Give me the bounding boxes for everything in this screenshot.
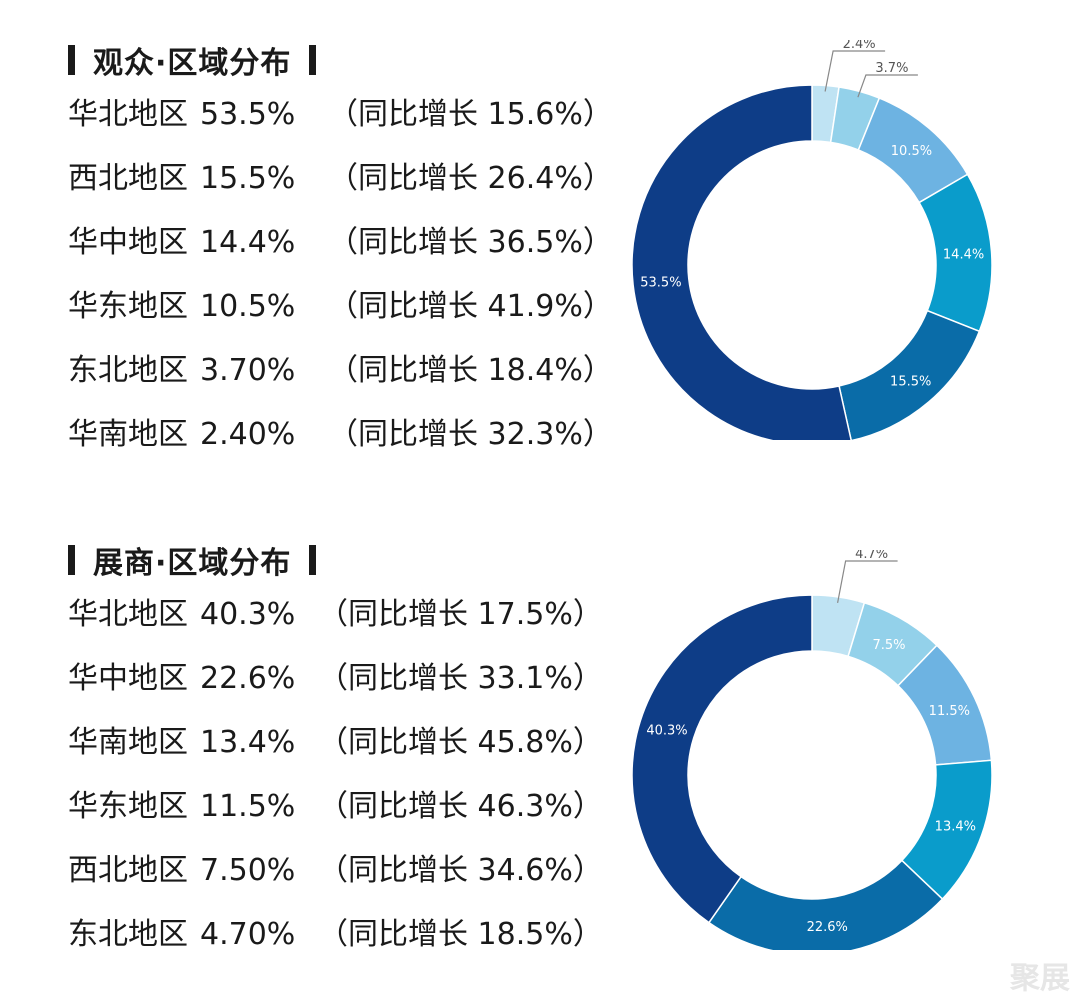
region-share: 11.5% (200, 789, 296, 824)
slice-label: 40.3% (646, 723, 687, 738)
donut-slice (631, 84, 852, 440)
leader-line (837, 560, 898, 604)
region-row: 华北地区 53.5% （同比增长 15.6%） (68, 100, 613, 164)
exhibitor-region-list: 华北地区 40.3% （同比增长 17.5%） 华中地区 22.6% （同比增长 33.1… (68, 600, 603, 984)
region-name: 华北地区 (68, 97, 188, 132)
region-name: 华南地区 (68, 417, 188, 452)
watermark-logo: 聚展 (1010, 961, 1070, 996)
slice-label: 7.5% (872, 638, 905, 653)
audience-region-list: 华北地区 53.5% （同比增长 15.6%） 西北地区 15.5% （同比增长 26.4… (68, 100, 613, 484)
audience-donut-chart: 2.4% 3.7% 10.5% 14.4% 15.5% 53.5% (620, 40, 1010, 440)
leader-line (857, 74, 918, 98)
region-share: 3.70% (200, 353, 296, 388)
region-share: 7.50% (200, 853, 296, 888)
region-row: 东北地区 4.70% （同比增长 18.5%） (68, 920, 603, 984)
heading-bar-right (309, 45, 317, 75)
slice-label: 2.4% (843, 40, 876, 52)
region-row: 东北地区 3.70% （同比增长 18.4%） (68, 356, 613, 420)
region-growth: （同比增长 46.3%） (318, 789, 603, 824)
slice-label: 11.5% (929, 704, 970, 719)
region-row: 华南地区 13.4% （同比增长 45.8%） (68, 728, 603, 792)
exhibitor-donut-chart: 4.7% 7.5% 11.5% 13.4% 22.6% 40.3% (620, 550, 1010, 950)
region-share: 10.5% (200, 289, 296, 324)
region-share: 22.6% (200, 661, 296, 696)
region-share: 13.4% (200, 725, 296, 760)
region-name: 西北地区 (68, 853, 188, 888)
slice-label: 15.5% (890, 375, 931, 390)
slice-label: 22.6% (807, 920, 848, 935)
region-share: 53.5% (200, 97, 296, 132)
region-row: 西北地区 15.5% （同比增长 26.4%） (68, 164, 613, 228)
region-growth: （同比增长 15.6%） (328, 97, 613, 132)
region-row: 华中地区 14.4% （同比增长 36.5%） (68, 228, 613, 292)
region-name: 华东地区 (68, 289, 188, 324)
region-name: 华中地区 (68, 225, 188, 260)
audience-title: 观众·区域分布 (93, 46, 292, 81)
region-growth: （同比增长 41.9%） (328, 289, 613, 324)
exhibitor-heading: 展商·区域分布 (68, 538, 317, 582)
region-growth: （同比增长 45.8%） (318, 725, 603, 760)
slice-label: 3.7% (875, 61, 908, 76)
region-row: 华南地区 2.40% （同比增长 32.3%） (68, 420, 613, 484)
region-share: 4.70% (200, 917, 296, 952)
slice-label: 53.5% (640, 276, 681, 291)
region-name: 东北地区 (68, 353, 188, 388)
donut-slice (631, 594, 813, 924)
region-row: 华中地区 22.6% （同比增长 33.1%） (68, 664, 603, 728)
region-share: 15.5% (200, 161, 296, 196)
region-row: 华北地区 40.3% （同比增长 17.5%） (68, 600, 603, 664)
region-row: 西北地区 7.50% （同比增长 34.6%） (68, 856, 603, 920)
region-growth: （同比增长 17.5%） (318, 597, 603, 632)
exhibitor-section: 展商·区域分布 华北地区 40.3% （同比增长 17.5%） 华中地区 22.6% （同… (0, 500, 1080, 1005)
region-name: 华北地区 (68, 597, 188, 632)
region-share: 2.40% (200, 417, 296, 452)
region-growth: （同比增长 18.5%） (318, 917, 603, 952)
donut-slice (838, 309, 981, 440)
region-name: 华东地区 (68, 789, 188, 824)
region-growth: （同比增长 32.3%） (328, 417, 613, 452)
slice-label: 4.7% (855, 550, 888, 562)
region-name: 华南地区 (68, 725, 188, 760)
region-share: 40.3% (200, 597, 296, 632)
heading-bar-left (68, 45, 75, 75)
leader-line (824, 50, 886, 92)
donut-svg: 2.4% 3.7% 10.5% 14.4% 15.5% 53.5% (631, 40, 993, 440)
region-name: 东北地区 (68, 917, 188, 952)
region-share: 14.4% (200, 225, 296, 260)
region-name: 西北地区 (68, 161, 188, 196)
donut-slice (707, 859, 944, 950)
region-row: 华东地区 10.5% （同比增长 41.9%） (68, 292, 613, 356)
region-name: 华中地区 (68, 661, 188, 696)
audience-section: 观众·区域分布 华北地区 53.5% （同比增长 15.6%） 西北地区 15.5% （同… (0, 0, 1080, 500)
audience-heading: 观众·区域分布 (68, 38, 317, 82)
donut-svg: 4.7% 7.5% 11.5% 13.4% 22.6% 40.3% (631, 550, 993, 950)
region-growth: （同比增长 33.1%） (318, 661, 603, 696)
heading-bar-left (68, 545, 75, 575)
region-growth: （同比增长 18.4%） (328, 353, 613, 388)
region-growth: （同比增长 26.4%） (328, 161, 613, 196)
slice-label: 14.4% (943, 248, 984, 263)
heading-bar-right (309, 545, 317, 575)
exhibitor-title: 展商·区域分布 (93, 546, 292, 581)
slice-label: 10.5% (891, 144, 932, 159)
region-growth: （同比增长 36.5%） (328, 225, 613, 260)
region-growth: （同比增长 34.6%） (318, 853, 603, 888)
region-row: 华东地区 11.5% （同比增长 46.3%） (68, 792, 603, 856)
slice-label: 13.4% (935, 820, 976, 835)
